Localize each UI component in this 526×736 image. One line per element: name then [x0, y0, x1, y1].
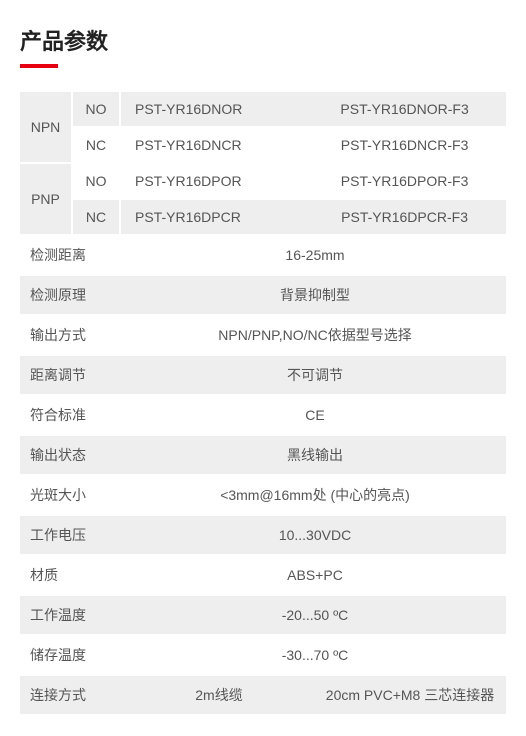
spec-value: -20...50 ºC	[124, 595, 506, 635]
spec-value: 不可调节	[124, 355, 506, 395]
spec-label: 检测原理	[20, 275, 124, 315]
spec-label: 检测距离	[20, 236, 124, 275]
contact-type-cell: NC	[72, 199, 120, 235]
spec-row: 光斑大小<3mm@16mm处 (中心的亮点)	[20, 475, 506, 515]
connection-value-1: 2m线缆	[124, 675, 314, 715]
output-type-cell: NPN	[20, 92, 72, 163]
spec-label: 工作温度	[20, 595, 124, 635]
spec-value: CE	[124, 395, 506, 435]
part-number-cell: PST-YR16DPOR	[120, 163, 303, 199]
spec-value: NPN/PNP,NO/NC依据型号选择	[124, 315, 506, 355]
model-row: PNPNOPST-YR16DPORPST-YR16DPOR-F3	[20, 163, 506, 199]
spec-label: 光斑大小	[20, 475, 124, 515]
model-row: NCPST-YR16DPCRPST-YR16DPCR-F3	[20, 199, 506, 235]
spec-label: 符合标准	[20, 395, 124, 435]
part-number-cell: PST-YR16DNOR	[120, 92, 303, 127]
spec-value: 黑线输出	[124, 435, 506, 475]
spec-row: 储存温度-30...70 ºC	[20, 635, 506, 675]
variant-part-number-cell: PST-YR16DPOR-F3	[303, 163, 506, 199]
spec-value: 10...30VDC	[124, 515, 506, 555]
spec-value: <3mm@16mm处 (中心的亮点)	[124, 475, 506, 515]
spec-label: 连接方式	[20, 675, 124, 715]
spec-value: -30...70 ºC	[124, 635, 506, 675]
spec-label: 工作电压	[20, 515, 124, 555]
variant-part-number-cell: PST-YR16DPCR-F3	[303, 199, 506, 235]
spec-row: 检测距离16-25mm	[20, 236, 506, 275]
spec-value: ABS+PC	[124, 555, 506, 595]
spec-row: 距离调节不可调节	[20, 355, 506, 395]
spec-row: 输出方式NPN/PNP,NO/NC依据型号选择	[20, 315, 506, 355]
model-number-table: NPNNOPST-YR16DNORPST-YR16DNOR-F3NCPST-YR…	[20, 92, 506, 236]
spec-label: 输出方式	[20, 315, 124, 355]
spec-row: 材质ABS+PC	[20, 555, 506, 595]
spec-sheet: 产品参数 NPNNOPST-YR16DNORPST-YR16DNOR-F3NCP…	[0, 0, 526, 736]
page-title: 产品参数	[20, 24, 506, 56]
model-row: NPNNOPST-YR16DNORPST-YR16DNOR-F3	[20, 92, 506, 127]
spec-row-connection: 连接方式2m线缆20cm PVC+M8 三芯连接器	[20, 675, 506, 715]
output-type-cell: PNP	[20, 163, 72, 235]
connection-value-2: 20cm PVC+M8 三芯连接器	[314, 675, 506, 715]
spec-row: 工作温度-20...50 ºC	[20, 595, 506, 635]
part-number-cell: PST-YR16DNCR	[120, 127, 303, 163]
part-number-cell: PST-YR16DPCR	[120, 199, 303, 235]
spec-label: 储存温度	[20, 635, 124, 675]
spec-value: 背景抑制型	[124, 275, 506, 315]
contact-type-cell: NC	[72, 127, 120, 163]
accent-bar	[20, 64, 58, 68]
variant-part-number-cell: PST-YR16DNCR-F3	[303, 127, 506, 163]
spec-value: 16-25mm	[124, 236, 506, 275]
specification-table: 检测距离16-25mm检测原理背景抑制型输出方式NPN/PNP,NO/NC依据型…	[20, 236, 506, 716]
spec-row: 检测原理背景抑制型	[20, 275, 506, 315]
spec-row: 输出状态黑线输出	[20, 435, 506, 475]
spec-label: 输出状态	[20, 435, 124, 475]
spec-row: 工作电压10...30VDC	[20, 515, 506, 555]
spec-label: 材质	[20, 555, 124, 595]
model-row: NCPST-YR16DNCRPST-YR16DNCR-F3	[20, 127, 506, 163]
contact-type-cell: NO	[72, 92, 120, 127]
spec-label: 距离调节	[20, 355, 124, 395]
contact-type-cell: NO	[72, 163, 120, 199]
variant-part-number-cell: PST-YR16DNOR-F3	[303, 92, 506, 127]
spec-row: 符合标准CE	[20, 395, 506, 435]
